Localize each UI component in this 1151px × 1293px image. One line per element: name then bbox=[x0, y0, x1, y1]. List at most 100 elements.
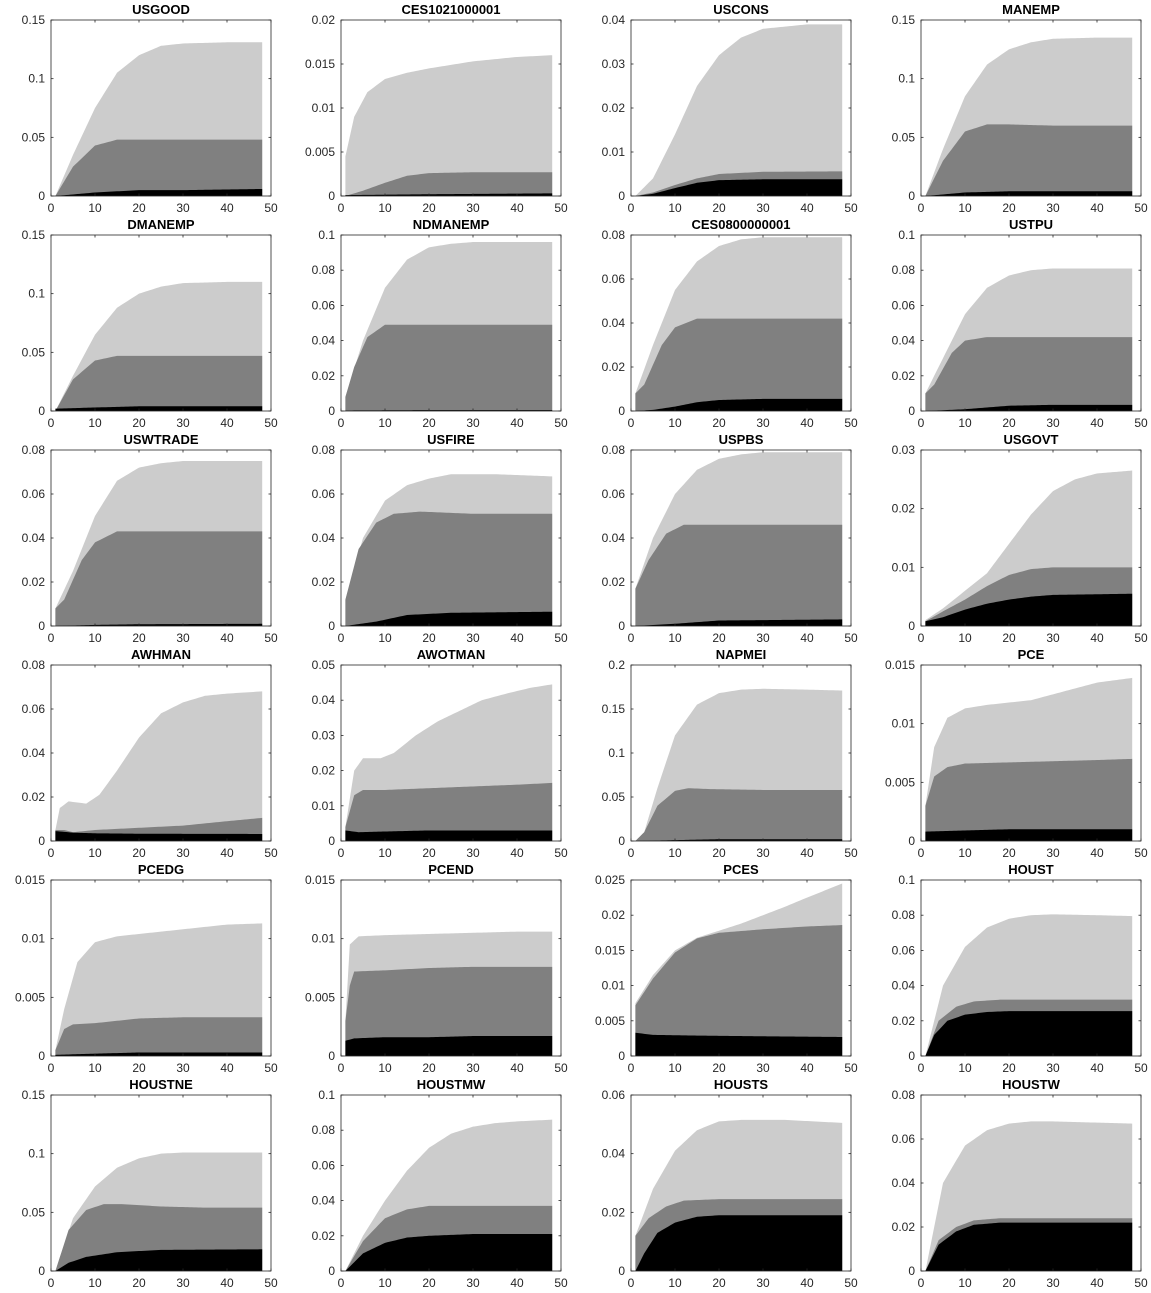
x-tick-label: 30 bbox=[466, 846, 480, 860]
x-tick-label: 50 bbox=[554, 416, 568, 430]
y-tick-label: 0.01 bbox=[312, 101, 336, 115]
x-tick-label: 40 bbox=[510, 416, 524, 430]
area-dark bbox=[345, 1234, 553, 1271]
x-tick-label: 30 bbox=[756, 1276, 770, 1290]
chart-svg: 0 10 20 30 40 50 0 0.02 0.04 0.06 0.08 0.1 bbox=[312, 228, 568, 430]
chart-panel: DMANEMP 0 10 20 30 40 50 0 0.05 0.1 0.15 bbox=[0, 215, 287, 430]
x-tick-label: 10 bbox=[378, 416, 392, 430]
x-tick-label: 20 bbox=[422, 201, 436, 215]
x-tick-label: 40 bbox=[1090, 201, 1104, 215]
y-tick-label: 0.02 bbox=[22, 575, 46, 589]
y-tick-label: 0 bbox=[618, 834, 625, 848]
x-tick-label: 50 bbox=[844, 846, 858, 860]
y-tick-label: 0.025 bbox=[595, 873, 625, 887]
axes-box bbox=[340, 879, 562, 1057]
x-tick-label: 20 bbox=[1002, 846, 1016, 860]
x-tick-label: 50 bbox=[1134, 631, 1148, 645]
area-dark bbox=[925, 191, 1133, 196]
y-tick-label: 0.04 bbox=[602, 531, 626, 545]
y-tick-label: 0 bbox=[908, 404, 915, 418]
chart-title: PCES bbox=[723, 862, 759, 877]
chart-title: PCE bbox=[1017, 647, 1045, 662]
chart-svg: 0 10 20 30 40 50 0 0.02 0.04 0.06 0.08 bbox=[892, 1088, 1148, 1290]
x-tick-label: 40 bbox=[510, 1276, 524, 1290]
x-tick-label: 20 bbox=[712, 201, 726, 215]
axes-box bbox=[920, 664, 1142, 842]
x-tick-label: 0 bbox=[628, 1061, 635, 1075]
y-tick-label: 0.005 bbox=[885, 775, 915, 789]
chart-svg: 0 10 20 30 40 50 0 0.05 0.1 0.15 bbox=[22, 13, 278, 215]
y-tick-label: 0.06 bbox=[602, 487, 626, 501]
chart-svg: 0 10 20 30 40 50 0 0.05 0.1 0.15 bbox=[22, 1088, 278, 1290]
area-mid bbox=[635, 925, 843, 1056]
chart-panel: CES0800000001 0 10 20 30 40 50 0 0.02 0.04 0.06 0.0… bbox=[580, 215, 867, 430]
chart-title: USGOVT bbox=[1003, 432, 1059, 447]
y-tick-label: 0.02 bbox=[312, 1229, 336, 1243]
x-tick-label: 30 bbox=[1046, 1061, 1060, 1075]
x-tick-label: 40 bbox=[1090, 1061, 1104, 1075]
area-dark bbox=[55, 406, 263, 411]
x-tick-label: 40 bbox=[1090, 631, 1104, 645]
x-tick-label: 0 bbox=[628, 846, 635, 860]
y-tick-label: 0.01 bbox=[312, 799, 336, 813]
area-light bbox=[345, 55, 553, 197]
y-tick-label: 0.005 bbox=[595, 1014, 625, 1028]
y-tick-label: 0.01 bbox=[892, 560, 916, 574]
y-tick-label: 0.1 bbox=[28, 72, 45, 86]
x-tick-label: 20 bbox=[132, 846, 146, 860]
axes-box bbox=[50, 879, 272, 1057]
x-tick-label: 10 bbox=[668, 631, 682, 645]
chart-svg: 0 10 20 30 40 50 0 0.02 0.04 0.06 bbox=[602, 1088, 858, 1290]
axes-box bbox=[340, 234, 562, 412]
x-tick-label: 20 bbox=[1002, 201, 1016, 215]
x-tick-label: 10 bbox=[958, 631, 972, 645]
chart-panel: HOUSTMW 0 10 20 30 40 50 0 0.02 0.04 0.06 0.08 0.1 bbox=[290, 1075, 577, 1290]
y-tick-label: 0.06 bbox=[312, 487, 336, 501]
x-tick-label: 20 bbox=[132, 1061, 146, 1075]
y-tick-label: 0 bbox=[328, 834, 335, 848]
y-tick-label: 0 bbox=[618, 404, 625, 418]
y-tick-label: 0.015 bbox=[15, 873, 45, 887]
y-tick-label: 0.03 bbox=[312, 728, 336, 742]
area-dark bbox=[345, 611, 553, 626]
y-tick-label: 0 bbox=[38, 189, 45, 203]
chart-svg: 0 10 20 30 40 50 0 0.02 0.04 0.06 0.08 0.1 bbox=[892, 228, 1148, 430]
area-dark bbox=[925, 593, 1133, 626]
chart-svg: 0 10 20 30 40 50 0 0.005 0.01 0.015 bbox=[305, 873, 568, 1075]
chart-svg: 0 10 20 30 40 50 0 0.02 0.04 0.06 0.08 bbox=[312, 443, 568, 645]
chart-title: USWTRADE bbox=[123, 432, 199, 447]
y-tick-label: 0 bbox=[38, 404, 45, 418]
chart-svg: 0 10 20 30 40 50 0 0.02 0.04 0.06 0.08 bbox=[22, 658, 278, 860]
x-tick-label: 50 bbox=[844, 631, 858, 645]
area-dark bbox=[55, 188, 263, 196]
area-dark bbox=[635, 619, 843, 626]
y-tick-label: 0.02 bbox=[312, 13, 336, 27]
x-tick-label: 20 bbox=[712, 416, 726, 430]
x-tick-label: 30 bbox=[1046, 416, 1060, 430]
chart-title: USCONS bbox=[713, 2, 769, 17]
x-tick-label: 0 bbox=[48, 201, 55, 215]
x-tick-label: 50 bbox=[264, 846, 278, 860]
x-tick-label: 30 bbox=[176, 846, 190, 860]
x-tick-label: 30 bbox=[176, 631, 190, 645]
y-tick-label: 0 bbox=[618, 189, 625, 203]
chart-svg: 0 10 20 30 40 50 0 0.005 0.01 0.015 0.02 0.025 bbox=[595, 873, 858, 1075]
x-tick-label: 10 bbox=[958, 1276, 972, 1290]
area-dark bbox=[55, 1249, 263, 1271]
y-tick-label: 0.15 bbox=[22, 13, 46, 27]
area-dark bbox=[635, 839, 843, 841]
chart-panel: AWOTMAN 0 10 20 30 40 50 0 0.01 0.02 0.03 0.04 0.05 bbox=[290, 645, 577, 860]
x-tick-label: 50 bbox=[844, 1276, 858, 1290]
area-dark bbox=[55, 831, 263, 841]
y-tick-label: 0.04 bbox=[312, 531, 336, 545]
axes-box bbox=[630, 879, 852, 1057]
y-tick-label: 0.06 bbox=[892, 943, 916, 957]
chart-title: MANEMP bbox=[1002, 2, 1060, 17]
x-tick-label: 10 bbox=[88, 201, 102, 215]
x-tick-label: 30 bbox=[1046, 631, 1060, 645]
chart-title: HOUSTW bbox=[1002, 1077, 1060, 1092]
x-tick-label: 50 bbox=[844, 416, 858, 430]
axes-box bbox=[920, 879, 1142, 1057]
y-tick-label: 0 bbox=[908, 1049, 915, 1063]
x-tick-label: 50 bbox=[264, 1061, 278, 1075]
